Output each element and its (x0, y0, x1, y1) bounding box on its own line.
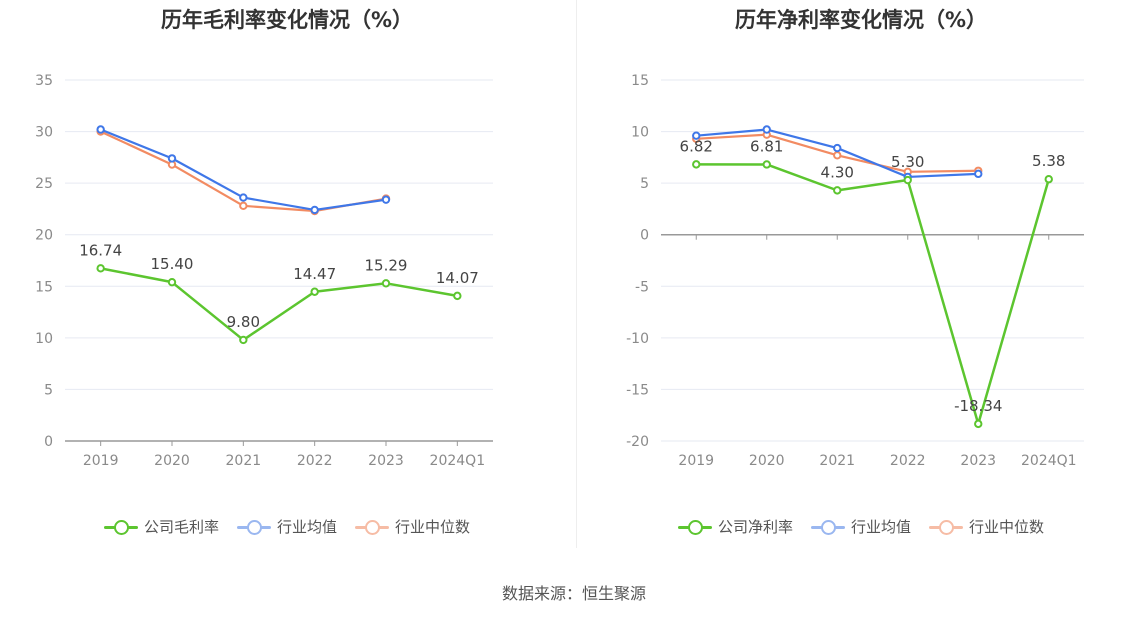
y-tick-label: 30 (35, 125, 53, 141)
data-point-company (453, 291, 462, 301)
y-tick-label: 0 (44, 434, 53, 450)
data-point-company (1044, 175, 1053, 184)
legend-label: 公司毛利率 (143, 518, 219, 536)
x-tick-label: 2019 (83, 453, 119, 469)
data-label: 14.47 (293, 265, 336, 283)
legend: 公司净利率 行业均值 行业中位数 (574, 516, 1148, 537)
series-line-company (100, 267, 458, 342)
data-point-company (381, 279, 391, 288)
y-tick-label: 15 (631, 73, 649, 89)
legend-label: 行业均值 (850, 518, 911, 536)
data-point-industry_median (833, 151, 842, 160)
x-tick-label: 2023 (368, 453, 404, 469)
legend-label: 公司净利率 (717, 518, 793, 536)
legend-marker-company-icon (103, 519, 138, 535)
x-tick-label: 2022 (890, 453, 926, 469)
data-label: 14.07 (436, 269, 479, 287)
y-tick-label: 20 (35, 228, 53, 244)
data-point-industry_avg (96, 125, 105, 134)
chart-title: 历年毛利率变化情况（%） (160, 8, 414, 32)
y-tick-label: 15 (35, 279, 53, 295)
data-label: 15.40 (151, 255, 194, 273)
legend-marker-company-icon (677, 519, 712, 535)
data-point-industry_avg (692, 131, 701, 140)
legend-marker-avg-icon (810, 519, 845, 535)
legend-item-company[interactable]: 公司净利率 (677, 516, 793, 537)
data-point-company (833, 186, 842, 195)
data-point-company (96, 264, 105, 273)
data-point-company (974, 419, 983, 429)
legend-label: 行业均值 (276, 518, 337, 536)
gross-margin-chart: 历年毛利率变化情况（%） 0 5 10 15 20 25 30 35 2019 2020 2021 2… (0, 0, 574, 560)
legend-item-industry-avg[interactable]: 行业均值 (810, 516, 911, 537)
y-tick-label: -10 (626, 331, 649, 347)
data-source: 数据来源：恒生聚源 (501, 584, 646, 603)
y-tick-label: 25 (35, 176, 53, 192)
x-tick-label: 2022 (297, 453, 333, 469)
legend-marker-avg-icon (236, 519, 271, 535)
data-label: 4.30 (821, 163, 854, 181)
data-point-industry_avg (239, 193, 248, 202)
legend-label: 行业中位数 (395, 518, 471, 536)
data-point-industry_avg (381, 195, 391, 204)
x-tick-label: 2024Q1 (1021, 453, 1077, 469)
x-tick-label: 2020 (749, 453, 785, 469)
legend: 公司毛利率 行业均值 行业中位数 (0, 516, 574, 537)
data-point-company (762, 160, 771, 169)
data-label: 15.29 (365, 256, 408, 274)
data-label: -18.34 (954, 397, 1002, 415)
data-point-industry_avg (974, 169, 983, 179)
legend-label: 行业中位数 (969, 518, 1045, 536)
legend-item-industry-median[interactable]: 行业中位数 (355, 516, 470, 537)
x-tick-label: 2024Q1 (430, 453, 486, 469)
data-label: 6.81 (750, 137, 783, 155)
x-tick-label: 2019 (678, 453, 714, 469)
legend-item-industry-median[interactable]: 行业中位数 (929, 516, 1044, 537)
data-label: 6.82 (680, 137, 713, 155)
net-margin-chart: 历年净利率变化情况（%） -20 -15 -10 -5 0 5 10 15 2019 2020 20… (574, 0, 1148, 560)
data-point-company (903, 175, 912, 185)
data-point-company (310, 287, 319, 296)
data-point-industry_avg (833, 143, 842, 153)
chart-title: 历年净利率变化情况（%） (734, 8, 988, 32)
y-tick-label: 35 (35, 73, 53, 89)
x-tick-label: 2023 (960, 453, 996, 469)
data-point-industry_avg (167, 154, 177, 163)
y-tick-label: -15 (626, 382, 649, 398)
y-tick-label: 10 (35, 331, 53, 347)
data-point-industry_avg (762, 125, 771, 134)
x-tick-label: 2021 (226, 453, 262, 469)
y-tick-label: -5 (635, 279, 649, 295)
data-point-company (167, 277, 177, 287)
data-label: 16.74 (79, 241, 122, 259)
panel-divider (576, 0, 577, 548)
gross-margin-plot: 0 5 10 15 20 25 30 35 2019 2020 2021 2022 2023 2024Q1… (35, 73, 493, 469)
y-tick-label: 10 (631, 125, 649, 141)
data-label: 5.30 (891, 153, 924, 171)
y-tick-label: 5 (44, 382, 53, 398)
x-tick-label: 2020 (154, 453, 190, 469)
series-line-company (696, 163, 1050, 426)
data-label: 9.80 (227, 313, 260, 331)
net-margin-plot: -20 -15 -10 -5 0 5 10 15 2019 2020 2021 2022 2023 202… (626, 73, 1084, 469)
y-tick-label: -20 (626, 434, 649, 450)
legend-marker-median-icon (929, 519, 963, 535)
legend-marker-median-icon (355, 519, 389, 535)
data-point-industry_avg (310, 205, 319, 215)
data-label: 5.38 (1032, 152, 1065, 170)
legend-item-industry-avg[interactable]: 行业均值 (236, 516, 337, 537)
x-tick-label: 2021 (819, 453, 855, 469)
data-point-company (692, 160, 701, 169)
data-point-industry_median (239, 201, 248, 211)
y-tick-label: 0 (640, 228, 649, 244)
legend-item-company[interactable]: 公司毛利率 (103, 516, 219, 537)
data-point-company (239, 335, 248, 345)
y-tick-label: 5 (640, 176, 649, 192)
